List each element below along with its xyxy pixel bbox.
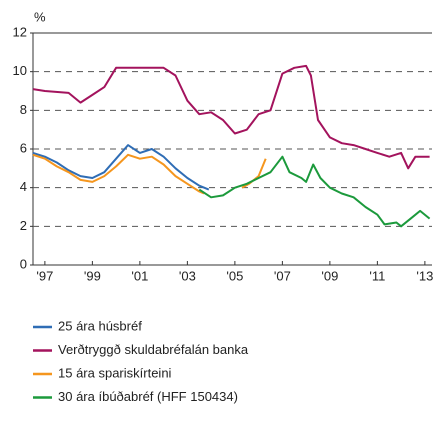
y-tick-label: 2 xyxy=(20,218,27,233)
x-tick-label: '05 xyxy=(226,268,243,283)
series-line xyxy=(32,144,210,191)
y-tick-label: 6 xyxy=(20,140,27,155)
legend-label: Verðtryggð skuldabréfalán banka xyxy=(58,342,249,357)
x-tick-label: '13 xyxy=(416,268,433,283)
legend-label: 30 ára íbúðabréf (HFF 150434) xyxy=(58,389,238,404)
y-tick-label: 0 xyxy=(20,256,27,271)
series-line xyxy=(198,155,431,228)
x-tick-label: '03 xyxy=(179,268,196,283)
x-tick-label: '99 xyxy=(84,268,101,283)
y-axis-label: % xyxy=(34,9,46,24)
x-tick-label: '09 xyxy=(321,268,338,283)
x-tick-label: '07 xyxy=(274,268,291,283)
y-tick-label: 4 xyxy=(20,179,27,194)
x-tick-label: '01 xyxy=(131,268,148,283)
y-tick-label: 8 xyxy=(20,102,27,117)
y-tick-label: 10 xyxy=(13,63,27,78)
x-tick-label: '97 xyxy=(36,268,53,283)
series-line xyxy=(32,64,430,170)
x-tick-label: '11 xyxy=(369,268,385,283)
legend-label: 25 ára húsbréf xyxy=(58,318,142,333)
y-tick-label: 12 xyxy=(13,24,27,39)
legend-label: 15 ára spariskírteini xyxy=(58,365,172,380)
